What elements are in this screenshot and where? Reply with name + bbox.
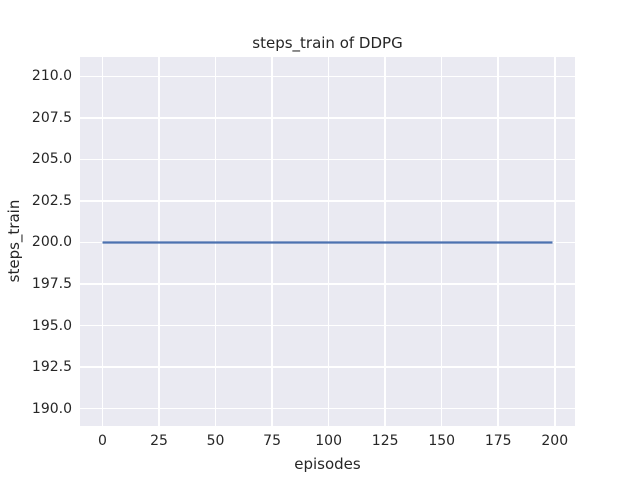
line-plot [102, 241, 553, 244]
x-tick-label: 100 [315, 433, 342, 449]
gridline [80, 75, 575, 78]
gridline [80, 283, 575, 285]
x-tick-label: 150 [428, 433, 456, 449]
gridline [80, 200, 575, 202]
gridline [80, 324, 575, 327]
y-tick-label: 210.0 [31, 68, 72, 85]
x-tick-label: 50 [206, 433, 225, 449]
y-tick-label: 207.5 [31, 109, 72, 126]
y-axis-label: steps_train [5, 199, 23, 283]
gridline [80, 117, 575, 119]
gridline [80, 407, 575, 410]
x-tick-label: 0 [98, 433, 107, 449]
axes-area [80, 57, 575, 426]
x-axis-label: episodes [294, 455, 361, 473]
x-tick-label: 175 [484, 433, 512, 449]
x-tick-label: 200 [541, 433, 569, 449]
y-tick-label: 192.5 [31, 359, 72, 376]
gridline [80, 366, 575, 368]
y-tick-label: 197.5 [31, 276, 72, 292]
y-tick-label: 195.0 [31, 317, 72, 334]
gridline [553, 57, 556, 426]
y-tick-label: 205.0 [31, 151, 72, 168]
y-tick-label: 190.0 [31, 400, 72, 417]
y-tick-label: 202.5 [31, 192, 72, 209]
x-tick-label: 125 [371, 433, 399, 449]
x-tick-label: 25 [150, 433, 168, 449]
x-tick-label: 75 [263, 433, 282, 449]
gridline [80, 158, 575, 161]
y-tick-label: 200.0 [31, 234, 72, 251]
chart-title: steps_train of DDPG [252, 34, 403, 52]
